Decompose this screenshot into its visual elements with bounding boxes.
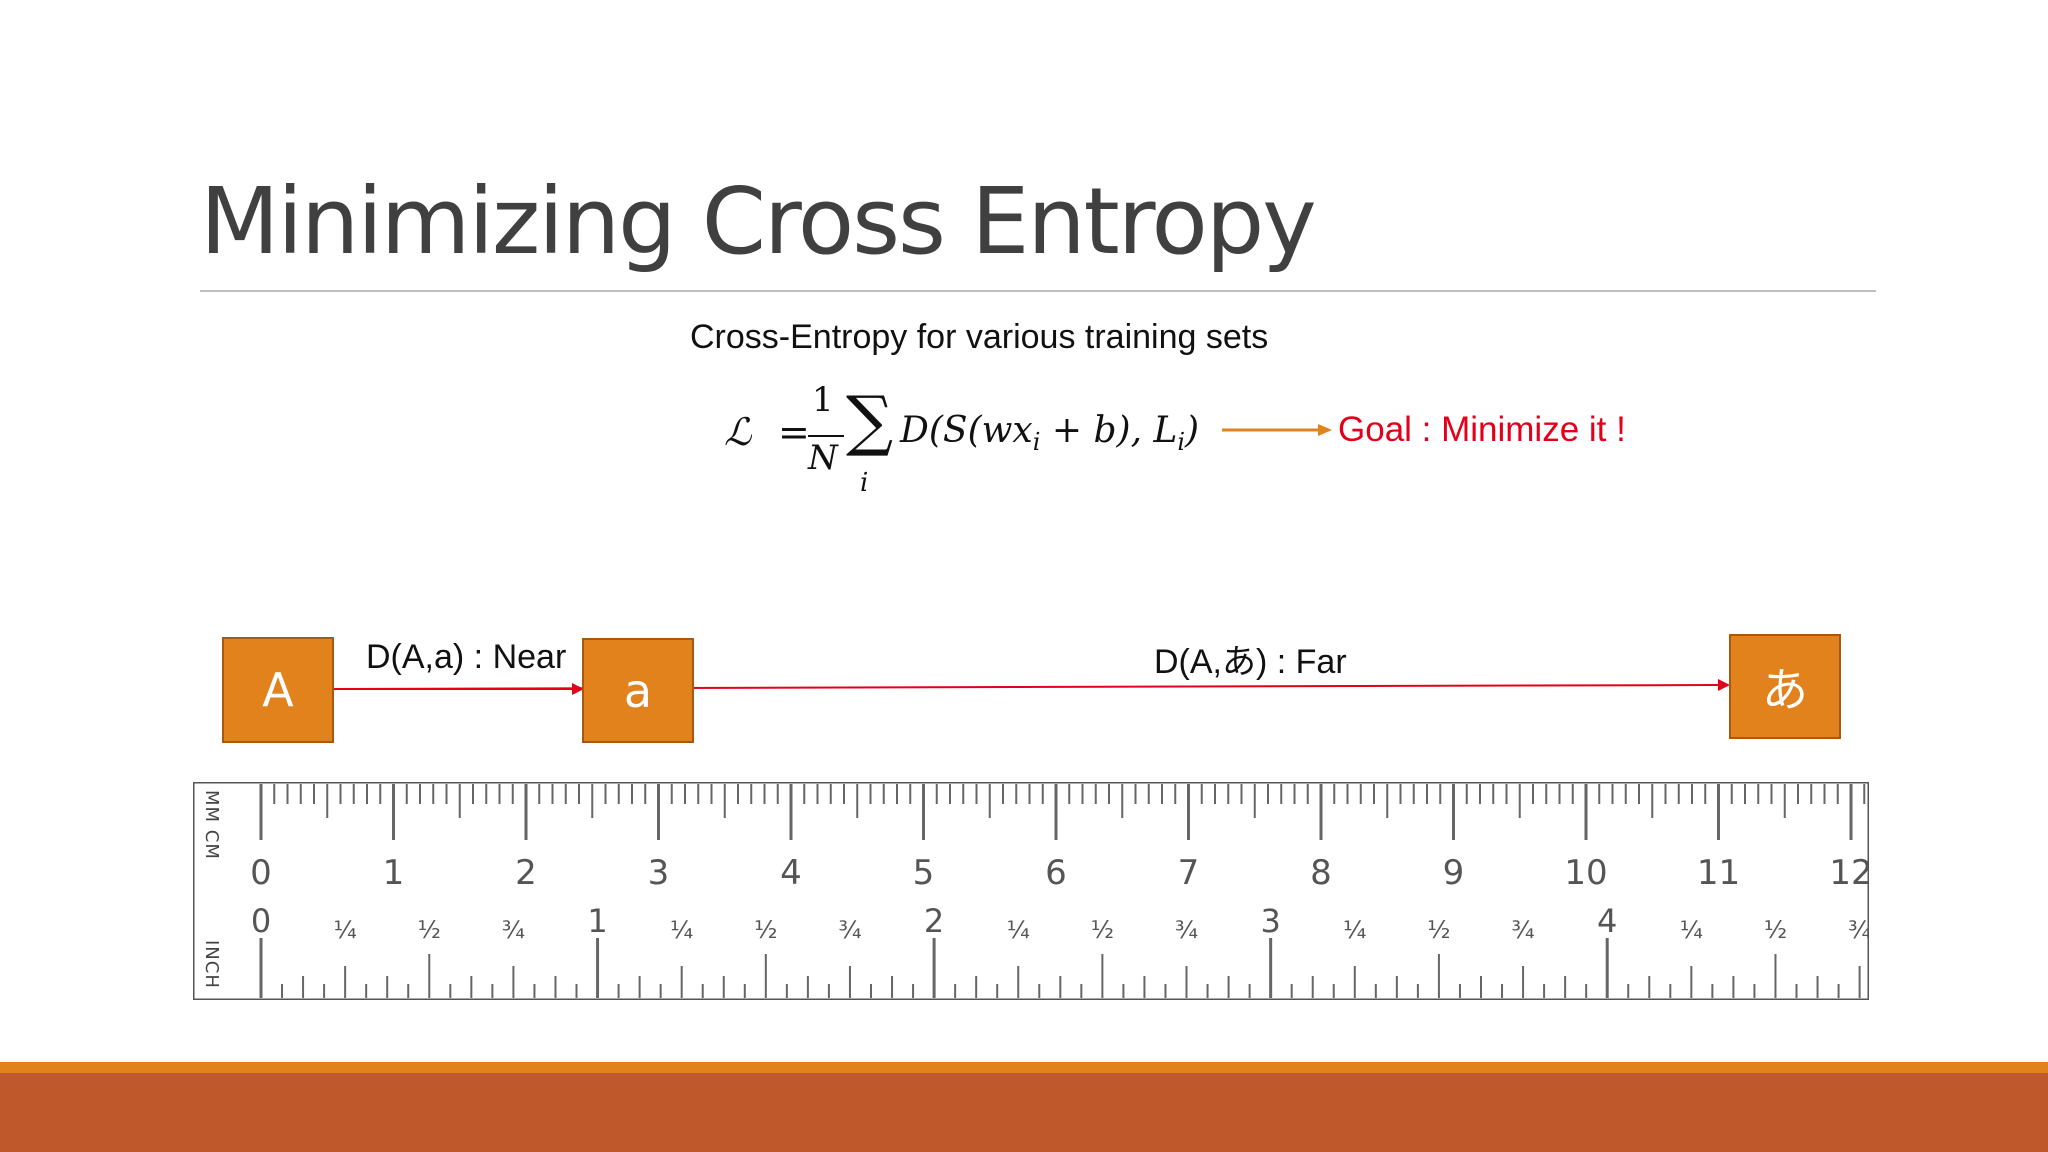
ruler-fraction-label: ¼ [334,916,357,944]
formula-body: D(S(wxi + b), Li) [900,410,1199,456]
ruler-inch-label: 1 [587,902,607,940]
far-arrow-line [333,684,1719,690]
ruler-inch-label: 4 [1597,902,1617,940]
formula-body-end: ) [1185,410,1200,451]
formula-loss-symbol: ℒ [724,410,752,454]
ruler-mm-cm-label: MM CM [201,790,222,860]
formula-body-sub2: i [1177,428,1186,457]
formula-caption: Cross-Entropy for various training sets [690,318,1269,356]
ruler-fraction-label: ¼ [1007,916,1030,944]
box-hiragana-a-label: あ [1762,662,1808,717]
ruler-cm-label: 3 [648,853,670,893]
box-lower-a: a [582,638,694,743]
formula-sum-index: i [860,468,869,498]
formula-sum-symbol: ∑ [846,382,894,459]
ruler-fraction-label: ¾ [502,916,525,944]
ruler-fraction-label: ¼ [1343,916,1366,944]
ruler-fraction-label: ½ [418,916,441,944]
ruler-cm-label: 10 [1564,853,1607,893]
ruler-inch-label: 3 [1260,902,1280,940]
ruler-fraction-label: ¼ [1680,916,1703,944]
footer-accent-stripe [0,1062,2048,1073]
ruler-fraction-label: ½ [1764,916,1787,944]
formula-equals: = [778,410,810,454]
formula-body-main: D(S(wx [900,410,1033,451]
formula-body-mid: + b), L [1040,410,1178,451]
formula-fraction-bar [808,435,844,437]
box-upper-a-label: A [262,663,294,717]
ruler-cm-label: 5 [913,853,935,893]
ruler-fraction-label: ¼ [670,916,693,944]
ruler-fraction-label: ½ [754,916,777,944]
ruler-cm-label: 4 [780,853,802,893]
ruler-cm-label: 7 [1178,853,1200,893]
ruler-fraction-label: ¾ [1511,916,1534,944]
title-divider [200,290,1876,292]
formula-body-sub1: i [1032,428,1041,457]
formula-denominator: N [808,438,838,478]
near-distance-label: D(A,a) : Near [366,638,567,676]
ruler-cm-label: 9 [1443,853,1465,893]
ruler-cm-label: 12 [1829,853,1869,893]
far-distance-label: D(A,あ) : Far [1154,643,1347,681]
goal-text: Goal : Minimize it ! [1338,410,1626,449]
goal-arrow-icon [1222,424,1332,436]
ruler-cm-label: 11 [1697,853,1740,893]
ruler-cm-label: 2 [515,853,537,893]
footer-band [0,1073,2048,1152]
ruler-fraction-label: ½ [1091,916,1114,944]
box-hiragana-a: あ [1729,634,1841,739]
far-arrow-head [1718,679,1730,691]
ruler-cm-label: 0 [250,853,272,893]
ruler-fraction-label: ¾ [1175,916,1198,944]
ruler-inch-label: 2 [924,902,944,940]
cross-entropy-formula: ℒ = 1 N ∑ i D(S(wxi + b), Li) [720,380,1200,510]
ruler-cm-label: 6 [1045,853,1067,893]
ruler-fraction-label: ½ [1427,916,1450,944]
ruler-inch-label: 0 [251,902,271,940]
ruler-cm-label: 1 [383,853,405,893]
slide-title: Minimizing Cross Entropy [200,168,1317,275]
box-lower-a-label: a [623,663,653,718]
ruler-image: 0 1 2 3 4 5 6 7 8 9 10 11 120 1 2 3 4¼ ½ ¾ ¼ ½ ¾ ¼ ½ ¾ ¼ ½ ¾ ¼ ½ ¾ [193,782,1869,1000]
ruler-inch-label: INCH [201,940,222,989]
formula-numerator: 1 [812,380,834,420]
ruler-cm-label: 8 [1310,853,1332,893]
ruler-fraction-label: ¾ [838,916,861,944]
ruler-fraction-label: ¾ [1848,916,1869,944]
box-upper-a: A [222,637,334,743]
